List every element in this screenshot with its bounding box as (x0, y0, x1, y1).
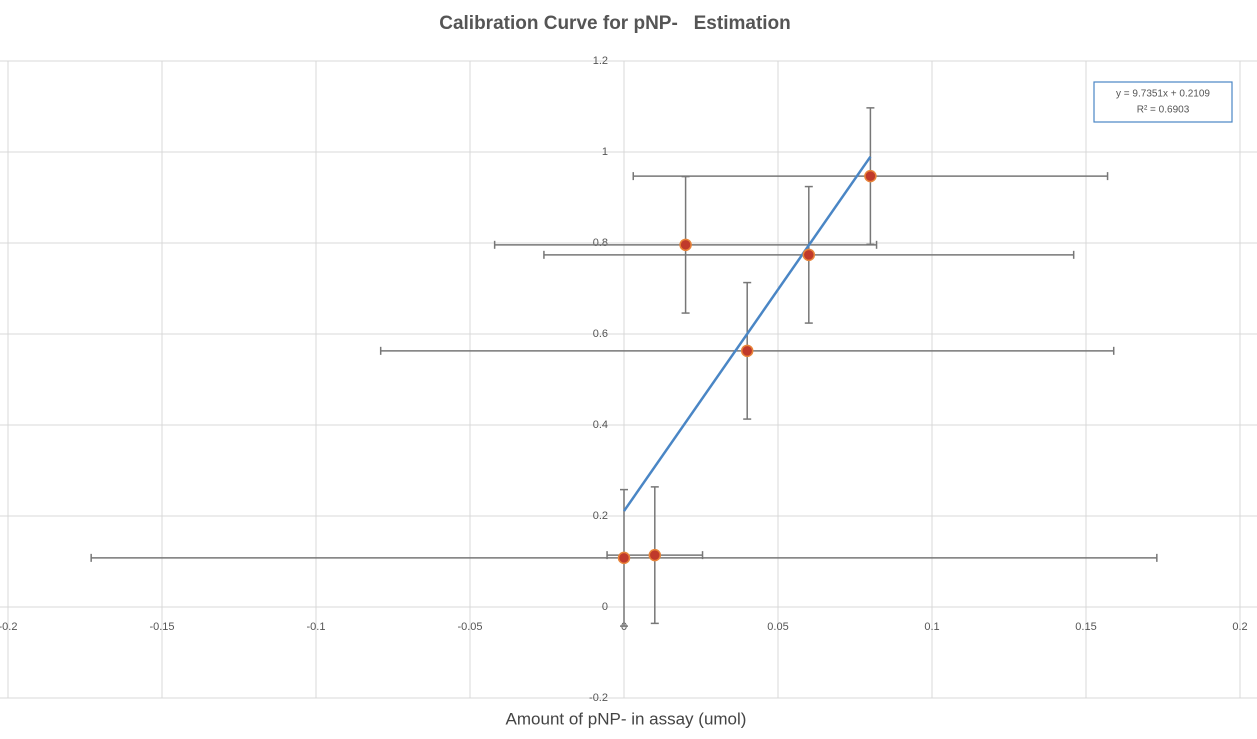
x-tick-label: -0.15 (149, 621, 174, 633)
y-tick-label: 0 (602, 601, 608, 613)
point (802, 248, 816, 262)
y-tick-label: 0.6 (593, 328, 608, 340)
x-axis-label: Amount of pNP- in assay (umol) (506, 709, 747, 728)
y-tick-label: -0.2 (589, 692, 608, 704)
trend-r2: R² = 0.6903 (1137, 105, 1190, 116)
x-tick-label: 0.2 (1232, 621, 1247, 633)
point (740, 344, 754, 358)
y-tick-label: 1.2 (593, 55, 608, 67)
point (864, 169, 877, 183)
x-tick-label: -0.05 (457, 621, 482, 633)
x-tick-label: 0.05 (767, 621, 788, 633)
x-tick-label: -0.2 (0, 621, 17, 633)
y-tick-label: 0.2 (593, 510, 608, 522)
x-tick-label: -0.1 (307, 621, 326, 633)
x-tick-label: 0.15 (1075, 621, 1096, 633)
point (679, 238, 692, 252)
x-tick-label: 0.1 (924, 621, 939, 633)
equation-box (1093, 81, 1233, 123)
point (617, 551, 631, 565)
point (648, 548, 662, 562)
trendline (622, 155, 872, 512)
chart-title: Calibration Curve for pNP- Estimation (439, 13, 791, 34)
y-tick-label: 0.8 (593, 237, 608, 249)
trend-equation: y = 9.7351x + 0.2109 (1116, 89, 1210, 100)
x-tick-label: 0 (621, 621, 627, 633)
y-tick-label: 1 (602, 146, 608, 158)
y-tick-label: 0.4 (593, 419, 608, 431)
